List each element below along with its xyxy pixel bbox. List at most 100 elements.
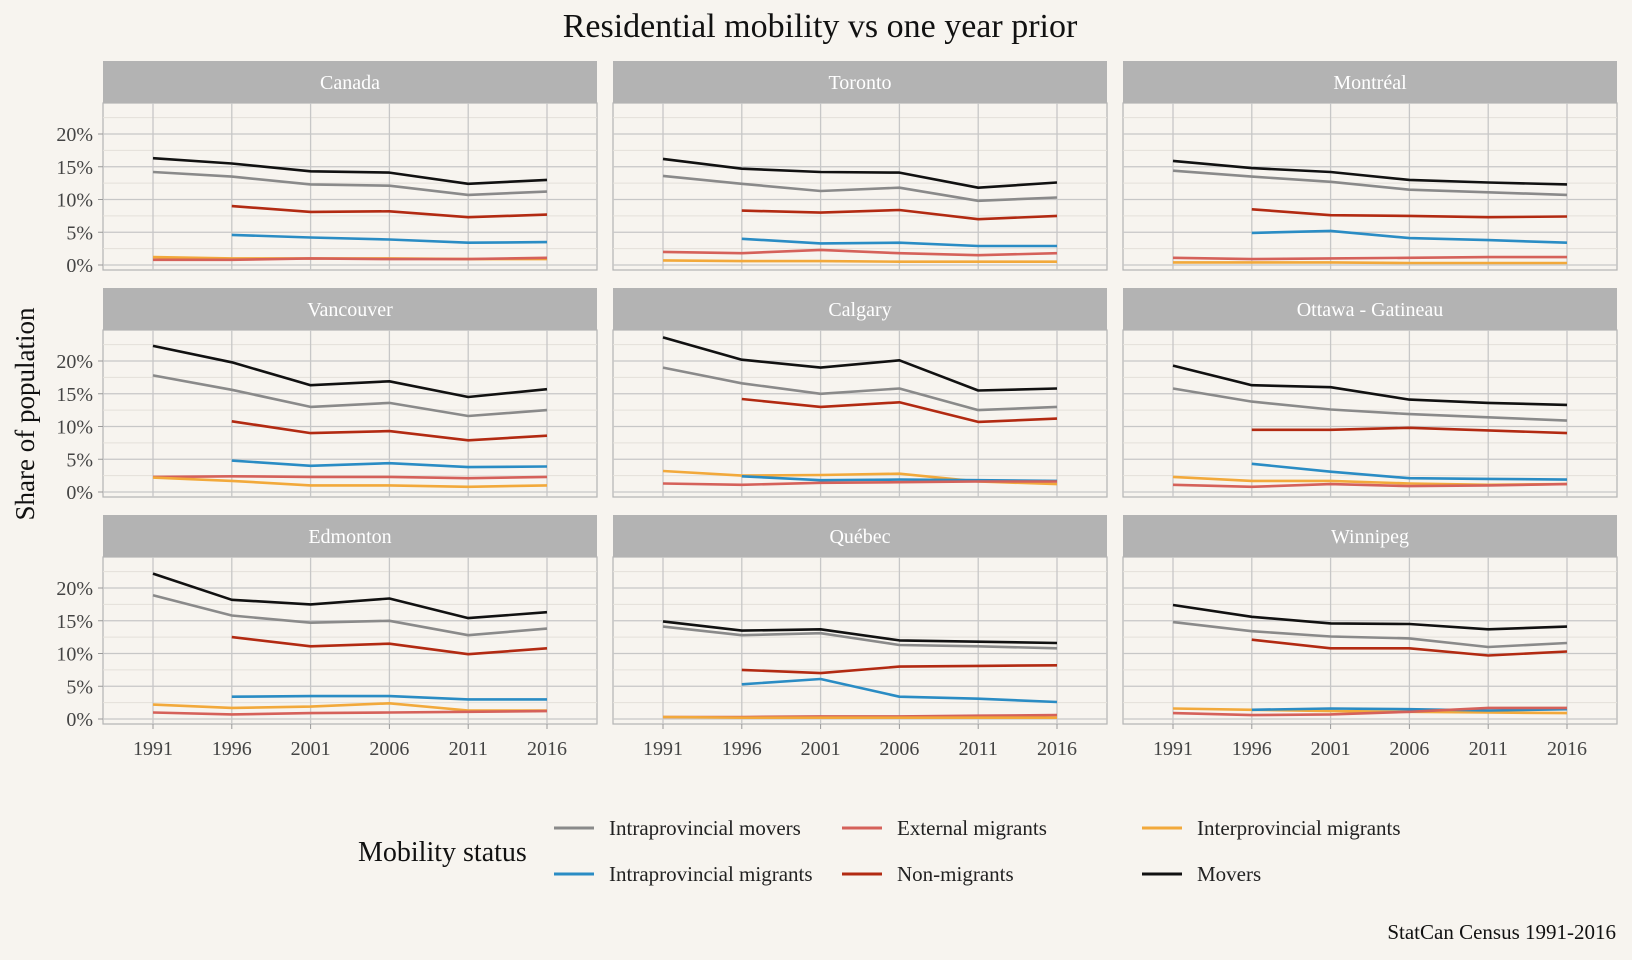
series-line-external-migrants (1172, 255, 1567, 261)
series-line-intraprovincial-migrants (741, 237, 1057, 248)
panel-plot-area (1122, 556, 1618, 725)
series-line-interprovincial-migrants (152, 476, 548, 489)
x-tick-label: 2006 (879, 738, 919, 760)
panel-ottawa-gatineau: Ottawa - Gatineau (1122, 288, 1618, 498)
panel-plot-area (102, 329, 598, 498)
y-tick-label: 10% (56, 644, 93, 666)
y-tick-label: 10% (56, 190, 93, 212)
panel-winnipeg: Winnipeg 1991 1996 2001 2006 2011 2016 (1122, 515, 1618, 760)
facet-panels: Canada 0% 5% 10% 15% 20% Toronto Montréal Vancou… (56, 61, 1618, 760)
legend-item-non-migrants: Non-migrants (842, 862, 1014, 886)
x-tick-label: 2001 (801, 738, 841, 760)
series-line-external-migrants (1172, 482, 1568, 489)
series-line-intraprovincial-movers (152, 374, 548, 418)
legend-item-movers: Movers (1142, 862, 1261, 886)
series-line-intraprovincial-movers (662, 366, 1058, 412)
legend-label: Non-migrants (897, 862, 1014, 886)
series-line-external-migrants (662, 480, 1057, 487)
x-tick-label: 2006 (1389, 738, 1429, 760)
y-tick-label: 5% (66, 449, 93, 471)
series-line-intraprovincial-migrants (741, 677, 1058, 704)
x-tick-label: 2016 (527, 738, 567, 760)
panel-title: Calgary (828, 299, 891, 321)
panel-strip (1123, 515, 1617, 557)
series-line-external-migrants (152, 475, 548, 480)
legend: Mobility status Intraprovincial movers In… (358, 816, 1401, 886)
series-line-movers (152, 344, 548, 399)
series-line-external-migrants (152, 709, 548, 716)
series-line-intraprovincial-migrants (1251, 229, 1568, 244)
legend-item-interprovincial-migrants: Interprovincial migrants (1142, 816, 1401, 840)
series-line-intraprovincial-migrants (1251, 462, 1568, 481)
series-line-intraprovincial-movers (1172, 387, 1568, 422)
x-tick-label: 2011 (449, 738, 488, 760)
series-line-movers (662, 336, 1058, 392)
series-line-interprovincial-migrants (1172, 707, 1568, 715)
series-line-movers (662, 157, 1058, 189)
y-axis-label: Share of population (10, 307, 40, 520)
chart-caption: StatCan Census 1991-2016 (1387, 920, 1616, 944)
x-tick-label: 2011 (1469, 738, 1508, 760)
panel-plot-area (1122, 329, 1618, 498)
panel-title: Winnipeg (1331, 526, 1409, 548)
panel-title: Québec (829, 526, 890, 548)
panel-plot-area (612, 329, 1108, 498)
series-line-non-migrants (231, 420, 548, 442)
panel-strip (613, 515, 1107, 557)
y-tick-label: 0% (66, 709, 93, 731)
y-tick-label: 20% (56, 124, 93, 146)
series-line-movers (1172, 159, 1568, 186)
series-line-movers (662, 620, 1058, 645)
y-tick-label: 5% (66, 676, 93, 698)
series-line-non-migrants (1251, 208, 1568, 219)
y-tick-label: 15% (56, 384, 93, 406)
y-tick-label: 15% (56, 611, 93, 633)
series-line-intraprovincial-migrants (231, 694, 547, 701)
x-tick-label: 2001 (291, 738, 331, 760)
legend-label: Interprovincial migrants (1197, 816, 1401, 840)
legend-label: External migrants (897, 816, 1047, 840)
series-line-intraprovincial-migrants (231, 459, 548, 469)
series-line-non-migrants (1251, 638, 1568, 657)
y-tick-label: 20% (56, 578, 93, 600)
series-line-movers (1172, 603, 1568, 631)
panel-title: Montréal (1333, 72, 1407, 94)
panel-montreal: Montréal (1122, 61, 1618, 271)
panel-plot-area (102, 102, 598, 271)
x-tick-label: 2016 (1547, 738, 1587, 760)
y-tick-label: 10% (56, 417, 93, 439)
panel-canada: Canada 0% 5% 10% 15% 20% (56, 61, 598, 277)
x-tick-label: 2001 (1311, 738, 1351, 760)
legend-label: Intraprovincial migrants (609, 862, 813, 886)
panel-edmonton: Edmonton 0% 5% 10% 15% 20% 1991 1996 2001 2006 201… (56, 515, 598, 760)
series-line-intraprovincial-movers (152, 170, 548, 197)
y-tick-label: 20% (56, 351, 93, 373)
panel-title: Edmonton (308, 526, 391, 548)
series-line-movers (1172, 364, 1568, 407)
x-tick-label: 1996 (1232, 738, 1272, 760)
chart-title: Residential mobility vs one year prior (563, 8, 1078, 45)
legend-title: Mobility status (358, 837, 527, 868)
y-tick-label: 0% (66, 255, 93, 277)
panel-vancouver: Vancouver 0% 5% 10% 15% 20% (56, 288, 598, 504)
series-line-non-migrants (1251, 426, 1568, 435)
y-tick-label: 5% (66, 222, 93, 244)
x-tick-label: 1991 (1153, 738, 1193, 760)
panel-strip (1123, 288, 1617, 330)
series-line-non-migrants (741, 664, 1058, 675)
series-line-intraprovincial-migrants (1251, 707, 1568, 712)
panel-title: Toronto (828, 72, 891, 94)
x-tick-label: 2011 (959, 738, 998, 760)
y-tick-label: 0% (66, 482, 93, 504)
panel-quebec: Québec 1991 1996 2001 2006 2011 2016 (612, 515, 1108, 760)
series-line-interprovincial-migrants (1173, 261, 1567, 265)
x-tick-label: 2006 (369, 738, 409, 760)
series-line-intraprovincial-movers (152, 593, 548, 637)
y-tick-label: 15% (56, 157, 93, 179)
series-line-non-migrants (231, 635, 548, 656)
legend-item-external-migrants: External migrants (842, 816, 1047, 840)
legend-item-intraprovincial-movers: Intraprovincial movers (554, 816, 801, 840)
panel-strip (613, 61, 1107, 103)
series-line-intraprovincial-movers (662, 174, 1058, 203)
